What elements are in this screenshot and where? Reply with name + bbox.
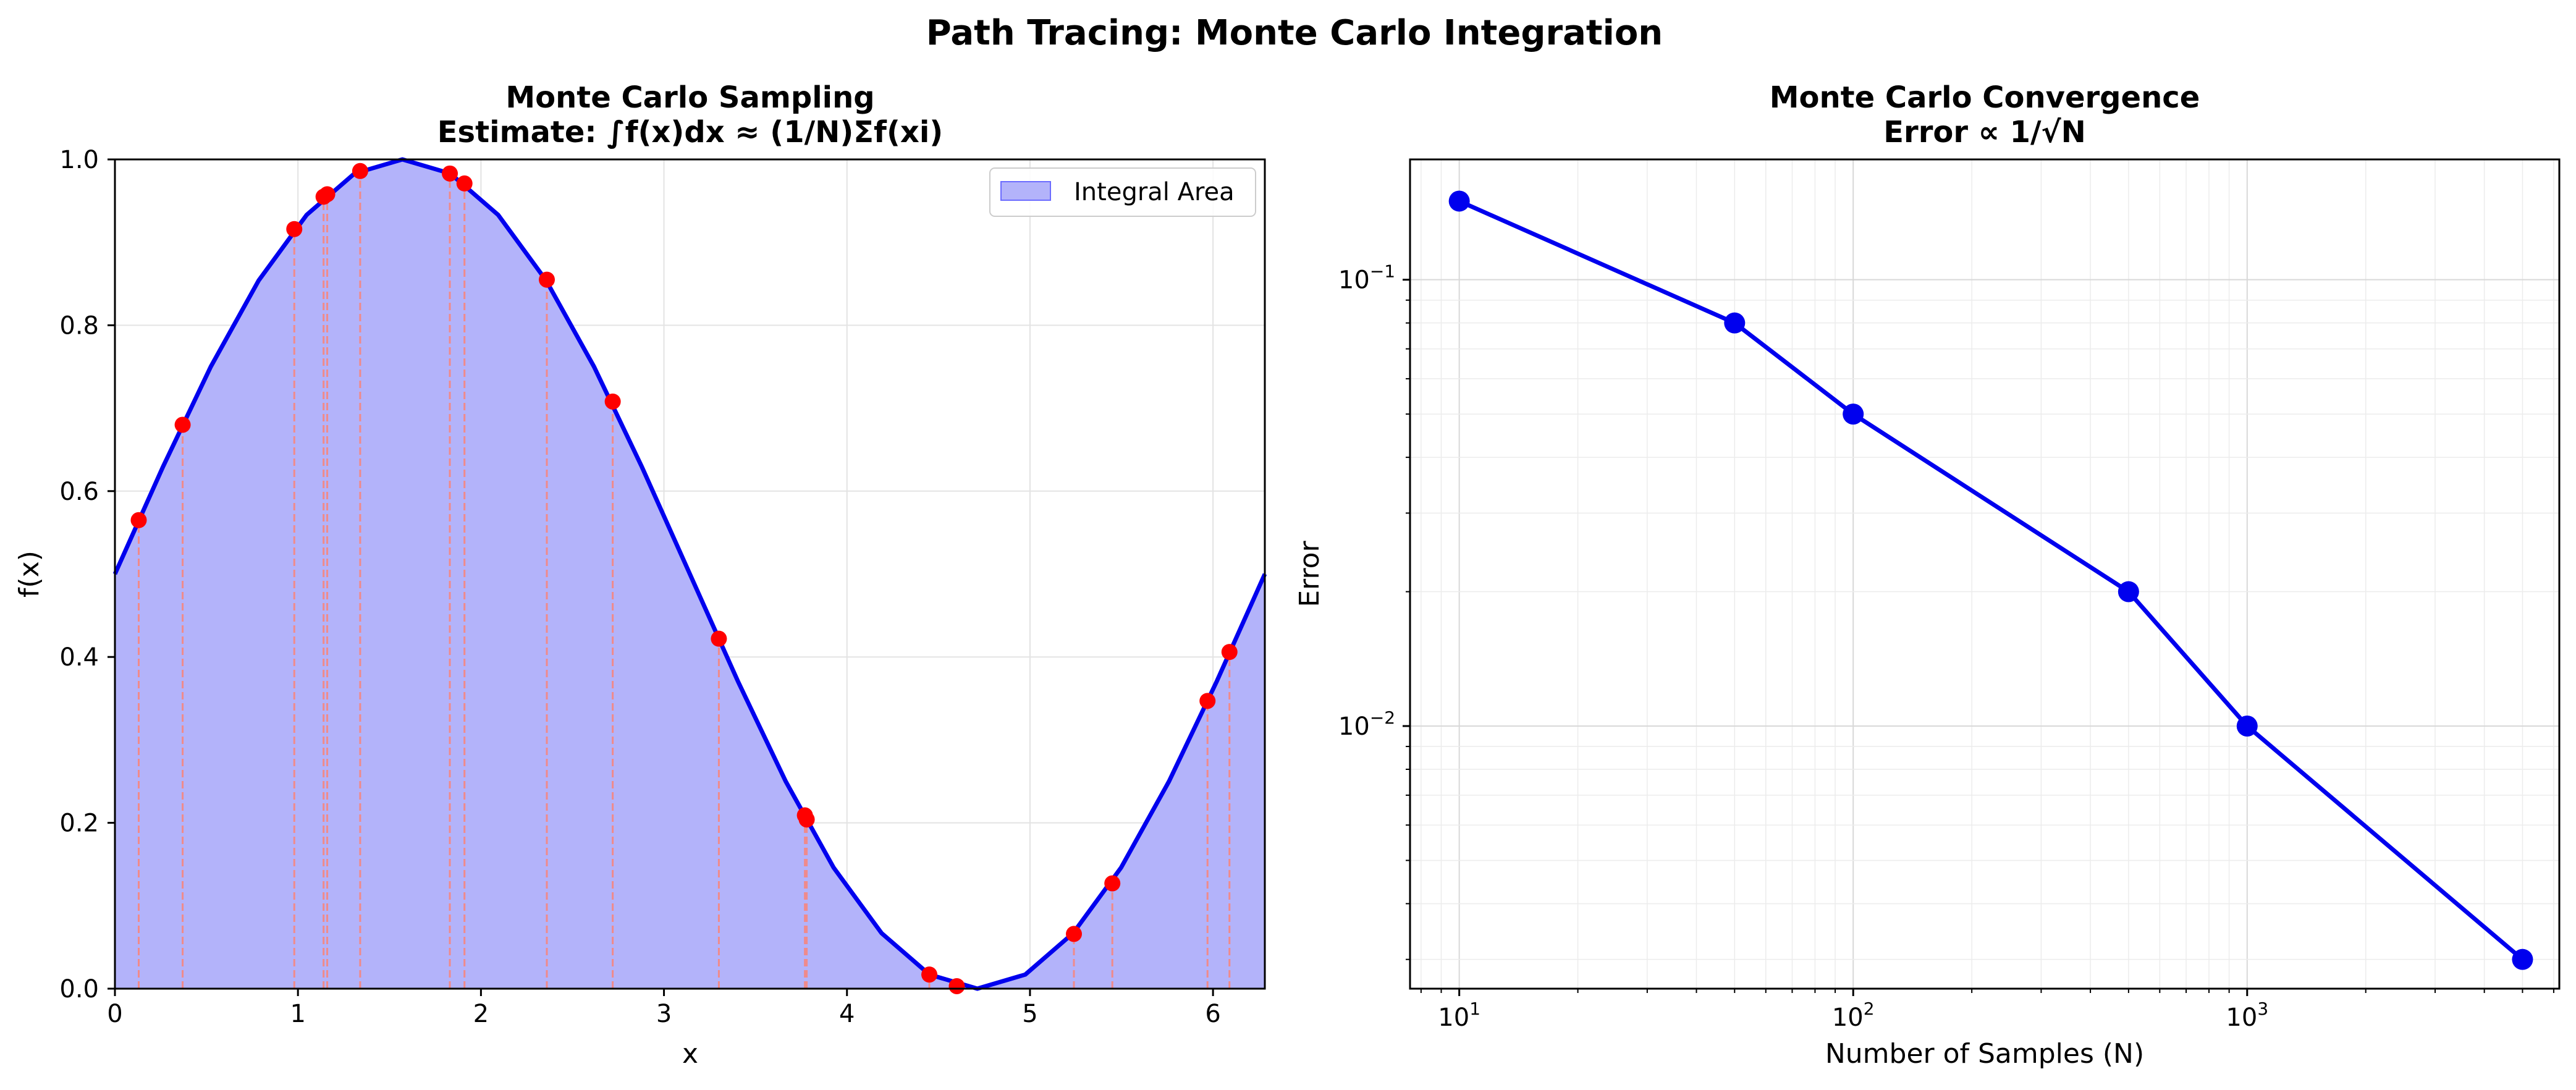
y-tick-label: 0.6 (59, 478, 99, 506)
sample-point (1066, 926, 1083, 942)
sampling-chart: Monte Carlo Sampling Estimate: ∫f(x)dx ≈… (14, 80, 1267, 1070)
sample-point (1221, 644, 1238, 661)
convergence-grid (1410, 159, 2559, 989)
sample-point (604, 393, 621, 410)
x-tick-label: 1 (290, 1000, 305, 1028)
x-tick-label: 0 (107, 1000, 122, 1028)
x-tick-label: 101 (1438, 999, 1480, 1032)
convergence-plot-frame (1409, 158, 2561, 990)
x-tick-label: 4 (839, 1000, 855, 1028)
convergence-y-label: Error (1294, 540, 1325, 607)
convergence-point (1724, 312, 1746, 334)
y-tick-label: 10−1 (1338, 261, 1395, 295)
convergence-points (1448, 190, 2533, 970)
y-tick-label: 10−2 (1338, 708, 1395, 741)
x-tick-label: 3 (656, 1000, 672, 1028)
legend-frame (989, 167, 1256, 217)
y-tick-label: 0.8 (59, 311, 99, 340)
sampling-lines (138, 171, 1231, 989)
convergence-chart-title-line1: Monte Carlo Convergence (1770, 80, 2200, 115)
sample-point (711, 630, 727, 647)
sample-point (1199, 693, 1216, 709)
sample-point (286, 221, 303, 237)
x-tick-label: 5 (1022, 1000, 1037, 1028)
sample-point (798, 811, 815, 828)
convergence-line (1458, 199, 2524, 961)
figure-title: Path Tracing: Monte Carlo Integration (926, 13, 1663, 53)
x-tick-label: 102 (1832, 999, 1875, 1032)
legend-swatch (1000, 181, 1051, 201)
convergence-chart: Monte Carlo Convergence Error ∝ 1/√N 101… (1294, 80, 2561, 1070)
sampling-points (130, 163, 1238, 994)
sampling-legend: Integral Area (989, 167, 1256, 217)
y-tick-label: 0.4 (59, 643, 99, 672)
x-tick-label: 2 (473, 1000, 489, 1028)
convergence-point (2118, 581, 2139, 602)
sample-point (921, 966, 938, 983)
sampling-x-label: x (682, 1038, 698, 1070)
sampling-y-label: f(x) (14, 551, 45, 598)
sample-point (130, 512, 147, 528)
sample-point (352, 163, 368, 179)
sample-point (442, 165, 458, 182)
sampling-chart-title-line2: Estimate: ∫f(x)dx ≈ (1/N)Σf(xi) (437, 115, 943, 150)
sample-point (456, 175, 473, 192)
sample-point (948, 978, 965, 994)
x-tick-label: 6 (1205, 1000, 1220, 1028)
sample-point (319, 186, 336, 203)
sampling-chart-title-line1: Monte Carlo Sampling (505, 80, 874, 115)
convergence-x-label: Number of Samples (N) (1825, 1038, 2144, 1070)
legend-label: Integral Area (1074, 178, 1235, 206)
convergence-series-line (1458, 199, 2524, 961)
convergence-point (1448, 190, 1470, 212)
sample-point (539, 271, 555, 288)
convergence-point (2512, 948, 2533, 970)
sample-point (174, 416, 191, 433)
sample-point (1104, 875, 1121, 892)
sampling-plot-frame (114, 158, 1266, 990)
sampling-ticks: 0 1 2 3 4 5 6 0.0 0.2 0.4 0.6 0.8 1.0 (59, 146, 1220, 1028)
convergence-chart-title-line2: Error ∝ 1/√N (1883, 115, 2086, 150)
x-tick-label: 103 (2226, 999, 2268, 1032)
y-tick-label: 0.2 (59, 809, 99, 838)
y-tick-label: 1.0 (59, 146, 99, 174)
convergence-point (1843, 403, 1864, 425)
y-tick-label: 0.0 (59, 975, 99, 1003)
convergence-point (2236, 715, 2258, 737)
convergence-ticks: 101 102 103 10−2 10−1 (1338, 261, 2554, 1032)
